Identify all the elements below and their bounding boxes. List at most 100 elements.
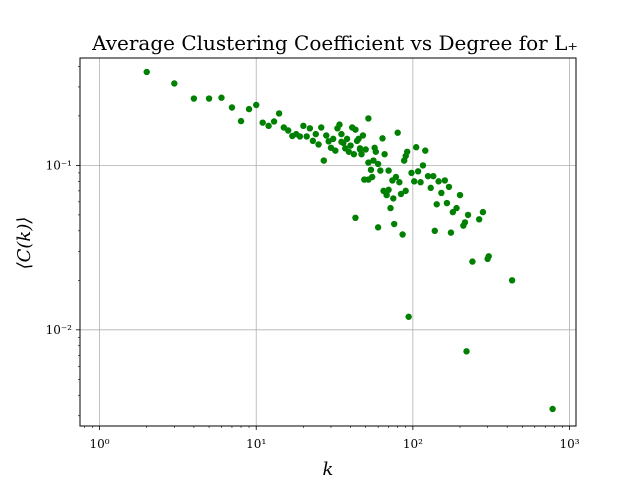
data-point bbox=[447, 229, 455, 236]
data-point bbox=[370, 157, 377, 164]
data-point bbox=[383, 191, 390, 199]
data-point bbox=[253, 101, 260, 109]
data-point bbox=[479, 208, 487, 216]
data-point bbox=[303, 133, 310, 140]
y-tick-label: 10⁻¹ bbox=[46, 158, 72, 172]
data-point bbox=[417, 179, 424, 186]
data-point bbox=[464, 211, 472, 219]
data-point bbox=[390, 220, 398, 228]
data-point bbox=[300, 122, 307, 130]
data-point bbox=[411, 178, 418, 185]
data-point bbox=[270, 118, 278, 125]
x-tick-label: 10² bbox=[403, 437, 423, 451]
data-point bbox=[414, 168, 422, 175]
data-point bbox=[190, 95, 198, 102]
data-point bbox=[387, 204, 394, 212]
data-point bbox=[259, 119, 266, 126]
data-point bbox=[402, 187, 409, 195]
data-point bbox=[419, 162, 427, 169]
data-point bbox=[508, 277, 516, 284]
data-point bbox=[379, 135, 386, 142]
data-point bbox=[218, 94, 225, 101]
chart-title: Average Clustering Coefficient vs Degree… bbox=[91, 31, 578, 55]
data-point bbox=[296, 133, 304, 140]
data-point bbox=[475, 216, 483, 223]
data-point bbox=[336, 121, 343, 128]
data-point bbox=[427, 184, 434, 192]
data-point bbox=[441, 177, 449, 184]
data-point bbox=[405, 313, 412, 320]
data-point bbox=[377, 167, 384, 174]
data-point bbox=[372, 148, 380, 155]
data-point bbox=[456, 191, 464, 199]
data-point bbox=[171, 80, 178, 87]
data-point bbox=[275, 110, 283, 117]
data-point bbox=[320, 157, 327, 164]
data-point bbox=[350, 150, 358, 158]
data-point bbox=[352, 214, 359, 222]
data-point bbox=[355, 135, 362, 143]
data-point bbox=[365, 159, 372, 166]
data-point bbox=[390, 195, 397, 202]
plot-frame bbox=[79, 57, 577, 427]
data-point bbox=[245, 105, 253, 113]
data-point bbox=[332, 147, 339, 154]
data-point bbox=[396, 179, 403, 186]
data-point bbox=[461, 219, 469, 226]
data-point bbox=[374, 224, 382, 231]
data-point bbox=[318, 124, 325, 131]
data-point bbox=[453, 204, 460, 212]
data-point bbox=[397, 190, 405, 198]
data-point bbox=[362, 146, 369, 153]
data-point bbox=[399, 231, 406, 238]
data-point bbox=[381, 150, 388, 158]
data-point bbox=[356, 146, 364, 153]
data-point bbox=[205, 95, 213, 102]
data-point bbox=[365, 176, 372, 183]
data-point bbox=[485, 253, 492, 260]
data-point bbox=[323, 132, 330, 139]
data-point bbox=[365, 115, 372, 122]
data-point bbox=[343, 135, 351, 143]
y-tick-label: 10⁻² bbox=[46, 323, 73, 337]
data-point bbox=[443, 199, 451, 207]
data-point bbox=[338, 130, 345, 138]
data-point bbox=[424, 172, 432, 180]
data-point bbox=[237, 117, 245, 125]
data-point bbox=[367, 166, 375, 174]
data-point bbox=[433, 201, 440, 208]
data-point bbox=[347, 142, 354, 149]
data-point bbox=[329, 135, 337, 143]
data-point bbox=[403, 148, 411, 155]
data-point bbox=[309, 137, 317, 145]
data-point bbox=[445, 183, 453, 191]
data-point bbox=[143, 68, 150, 76]
data-point bbox=[431, 227, 438, 235]
x-axis-label: k bbox=[323, 459, 334, 480]
data-point bbox=[412, 144, 420, 151]
data-point bbox=[359, 132, 367, 139]
data-point bbox=[312, 130, 319, 138]
data-point bbox=[438, 189, 445, 197]
data-point bbox=[430, 172, 437, 180]
data-point bbox=[338, 138, 345, 146]
data-point bbox=[345, 148, 353, 155]
y-axis-label: ⟨C(k)⟩ bbox=[14, 217, 35, 270]
x-tick-label: 10¹ bbox=[246, 437, 266, 451]
x-tick-label: 10³ bbox=[559, 437, 579, 451]
x-tick-label: 10⁰ bbox=[90, 437, 110, 451]
data-point bbox=[265, 122, 272, 130]
data-point bbox=[422, 147, 429, 154]
data-point bbox=[315, 141, 322, 148]
data-point bbox=[463, 348, 470, 355]
data-point bbox=[408, 169, 415, 177]
data-point bbox=[549, 405, 556, 413]
data-point bbox=[284, 127, 292, 134]
data-point bbox=[385, 167, 392, 174]
data-point bbox=[352, 126, 359, 133]
data-point bbox=[392, 173, 400, 181]
data-point bbox=[469, 258, 476, 265]
data-point bbox=[435, 178, 442, 185]
data-point bbox=[394, 129, 401, 136]
